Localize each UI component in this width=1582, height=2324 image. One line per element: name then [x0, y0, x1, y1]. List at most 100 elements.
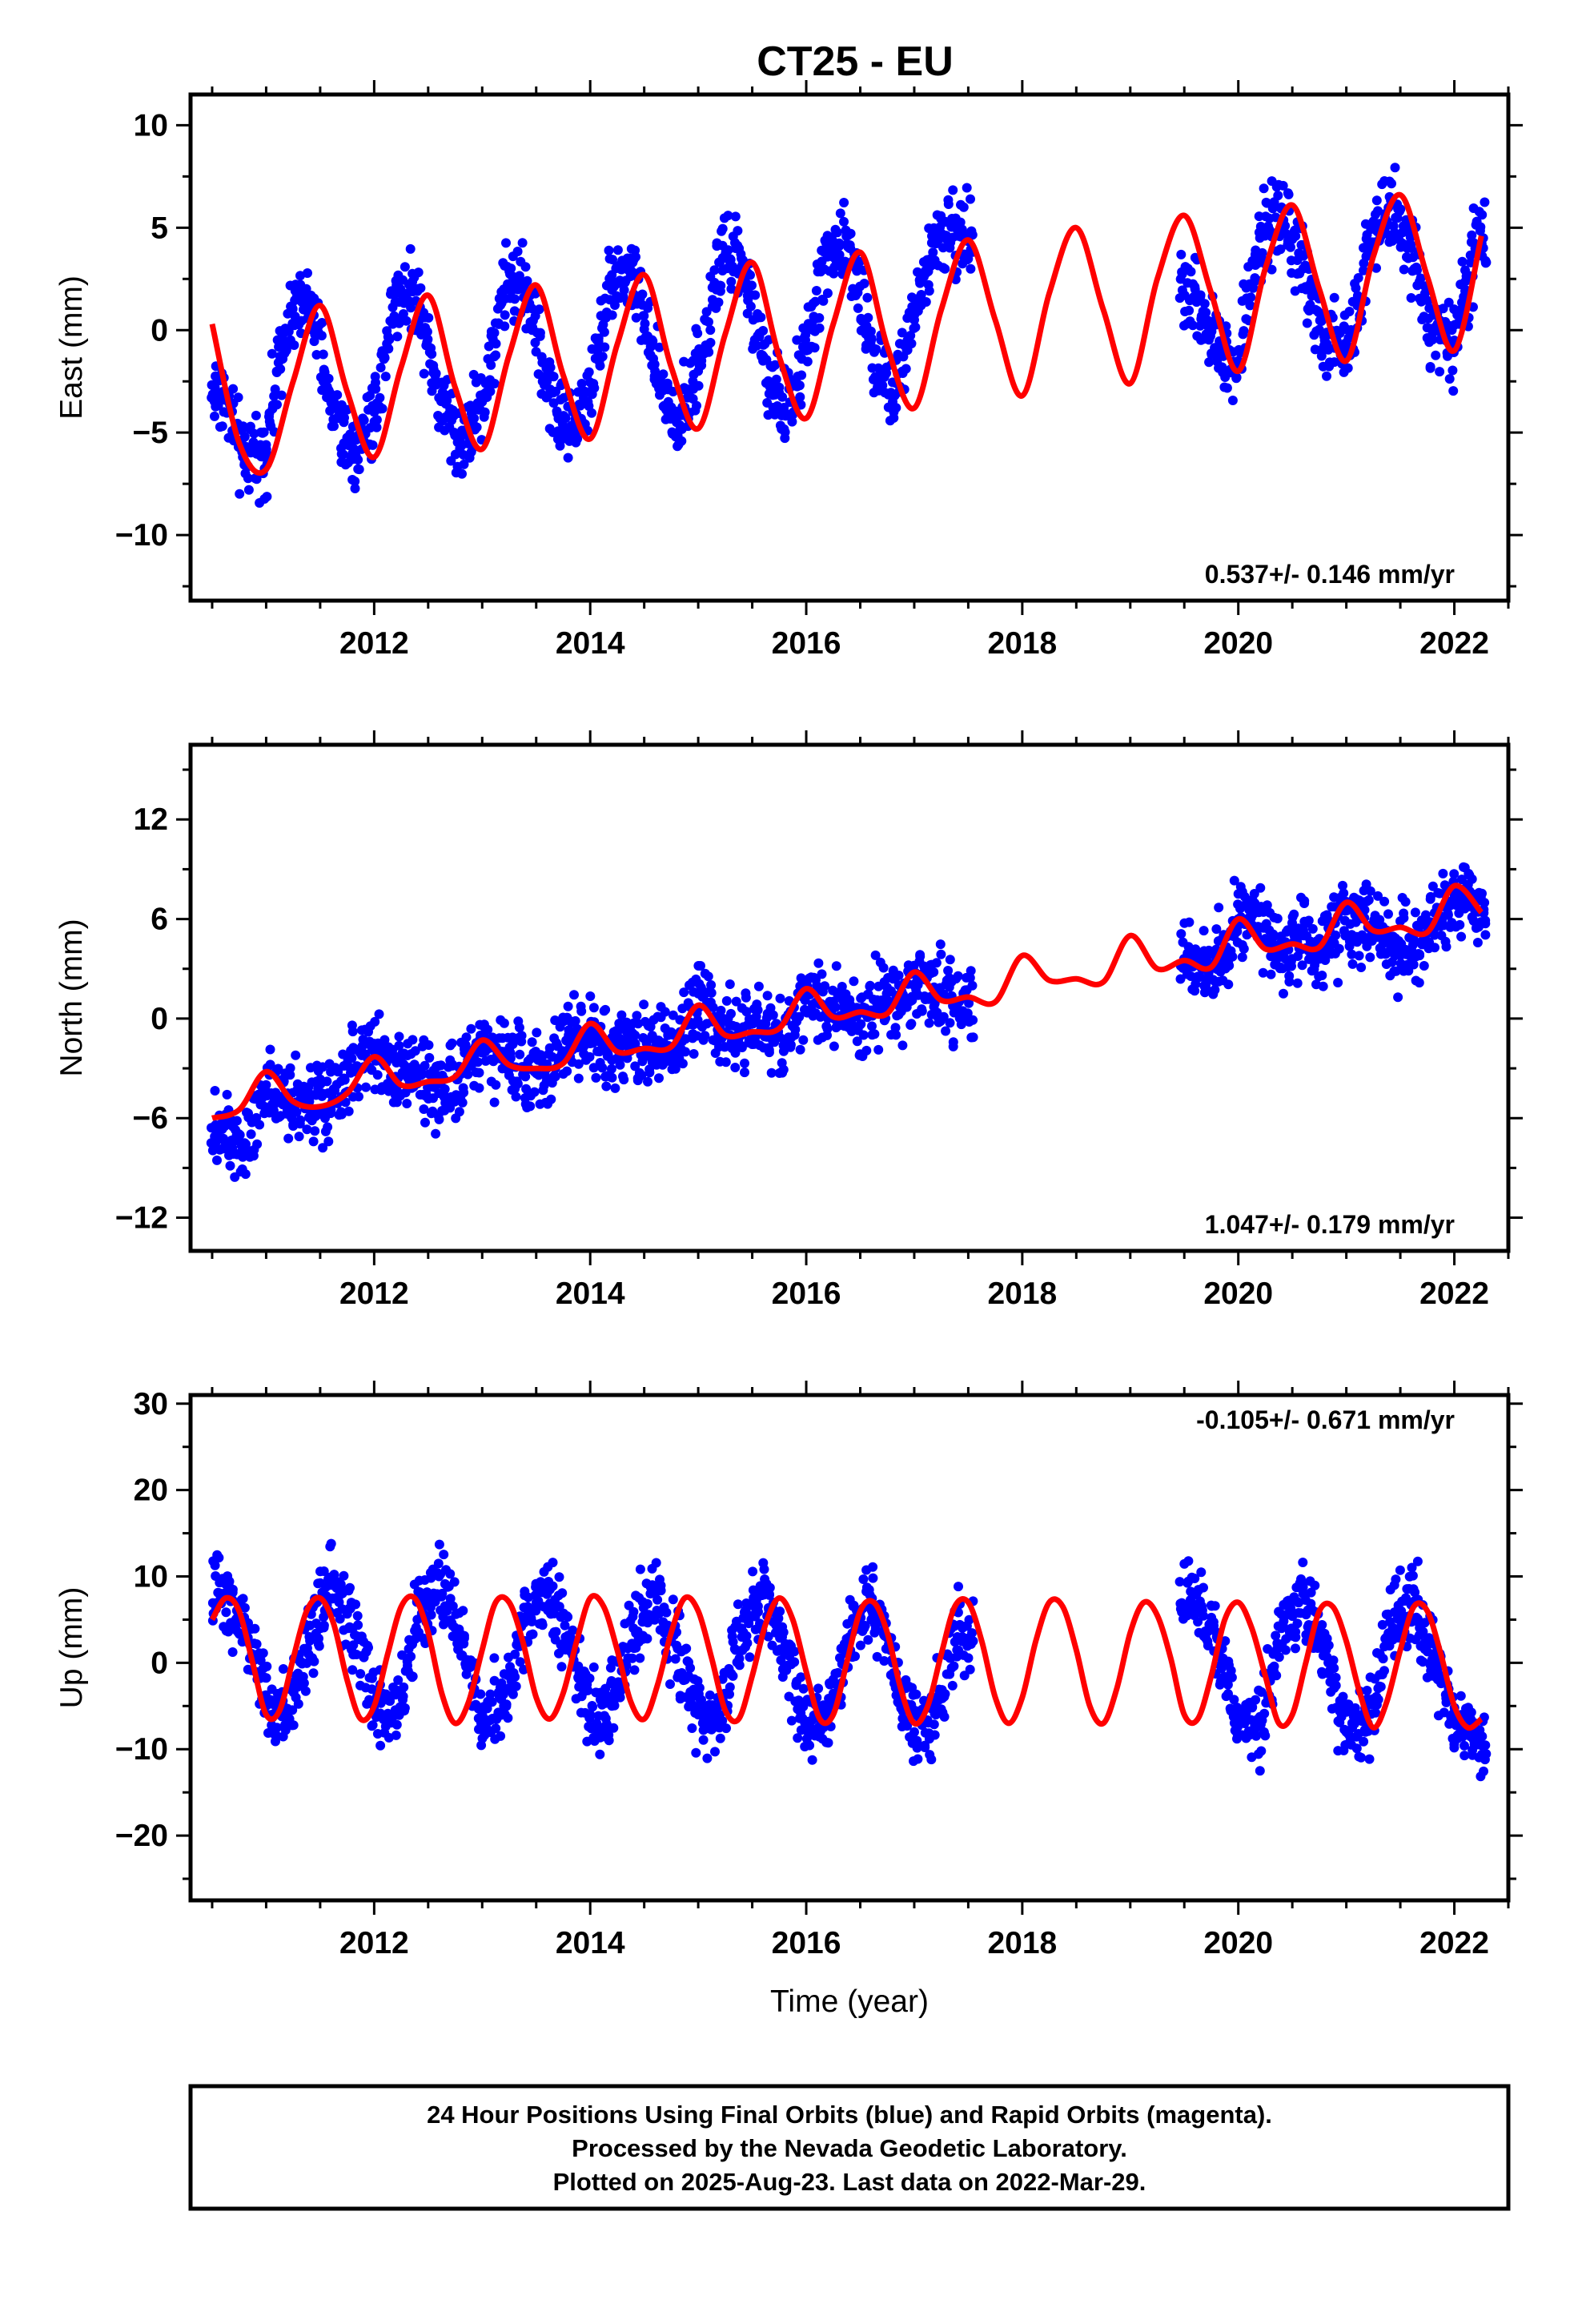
data-point: [733, 226, 743, 236]
data-point: [635, 1653, 645, 1663]
data-point: [434, 392, 444, 403]
data-point: [1271, 1671, 1282, 1681]
data-point: [1275, 244, 1286, 255]
data-point: [1399, 264, 1409, 275]
data-point: [1237, 952, 1247, 963]
data-point: [1359, 1736, 1369, 1747]
data-point: [1427, 325, 1438, 336]
data-point: [1419, 1618, 1430, 1628]
data-point: [510, 294, 520, 304]
data-point: [1406, 293, 1416, 303]
data-point: [1283, 189, 1294, 199]
data-point: [371, 422, 382, 432]
data-point: [439, 1619, 448, 1630]
data-point: [1347, 959, 1358, 969]
data-point: [834, 238, 845, 248]
data-point: [245, 421, 255, 432]
data-point: [500, 321, 510, 332]
data-point: [607, 310, 617, 320]
data-point: [394, 1040, 404, 1051]
data-point: [730, 1047, 741, 1058]
data-point: [489, 1653, 500, 1663]
data-point: [689, 1049, 699, 1059]
data-point: [288, 1720, 299, 1731]
data-point: [508, 1689, 518, 1699]
east-ytick-label: 0: [151, 313, 168, 348]
data-point: [817, 969, 827, 979]
data-point: [962, 1008, 973, 1019]
data-point: [529, 1087, 540, 1097]
data-point: [745, 1652, 755, 1663]
data-point: [654, 342, 665, 352]
data-point: [318, 1143, 328, 1153]
data-point: [572, 434, 583, 444]
data-point: [1273, 191, 1283, 201]
data-point: [753, 1601, 763, 1611]
data-point: [576, 379, 587, 388]
data-point: [407, 1672, 417, 1683]
data-point: [728, 1671, 738, 1681]
north-ytick-label: −6: [133, 1101, 168, 1136]
data-point: [723, 245, 733, 255]
data-point: [599, 327, 609, 337]
data-point: [967, 980, 978, 991]
data-point: [780, 433, 790, 444]
data-point: [964, 1614, 974, 1625]
data-point: [1310, 1580, 1320, 1590]
data-point: [859, 279, 869, 288]
data-point: [335, 1614, 345, 1624]
data-point: [1447, 365, 1458, 376]
data-point: [380, 372, 391, 382]
data-point: [723, 211, 733, 221]
data-point: [392, 332, 403, 342]
data-point: [702, 1753, 713, 1763]
data-point: [906, 339, 917, 348]
data-point: [371, 415, 382, 425]
data-point: [436, 1060, 446, 1071]
data-point: [512, 247, 523, 256]
data-point: [272, 1065, 283, 1076]
data-point: [269, 391, 279, 401]
data-point: [1251, 1695, 1261, 1705]
data-point: [938, 243, 948, 253]
data-point: [814, 323, 825, 333]
data-point: [1190, 284, 1200, 295]
data-point: [359, 415, 369, 425]
data-point: [1399, 913, 1409, 923]
data-point: [758, 326, 769, 336]
data-point: [873, 363, 884, 373]
data-point: [709, 265, 720, 275]
data-point: [457, 1097, 468, 1108]
data-point: [1223, 1679, 1233, 1690]
data-point: [966, 966, 976, 976]
data-point: [823, 245, 833, 255]
data-point: [853, 303, 863, 313]
east-marks: [207, 163, 1492, 508]
data-point: [640, 319, 650, 329]
data-point: [445, 1040, 456, 1051]
data-point: [375, 363, 386, 372]
data-point: [802, 356, 813, 367]
data-point: [705, 337, 716, 348]
data-point: [351, 1599, 361, 1610]
data-point: [750, 290, 761, 300]
data-point: [600, 1714, 611, 1723]
data-point: [399, 1682, 409, 1692]
data-point: [1229, 875, 1239, 886]
data-point: [560, 1620, 570, 1630]
data-point: [917, 1006, 927, 1016]
data-point: [831, 961, 841, 971]
data-point: [569, 990, 579, 1000]
data-point: [792, 335, 802, 345]
data-point: [798, 1683, 809, 1694]
data-point: [890, 1023, 901, 1033]
data-point: [863, 312, 873, 323]
data-point: [383, 344, 394, 354]
data-point: [251, 474, 262, 485]
data-point: [615, 1692, 625, 1703]
data-point: [243, 473, 253, 484]
data-point: [563, 1001, 573, 1011]
data-point: [833, 1667, 843, 1678]
data-point: [1322, 371, 1331, 381]
